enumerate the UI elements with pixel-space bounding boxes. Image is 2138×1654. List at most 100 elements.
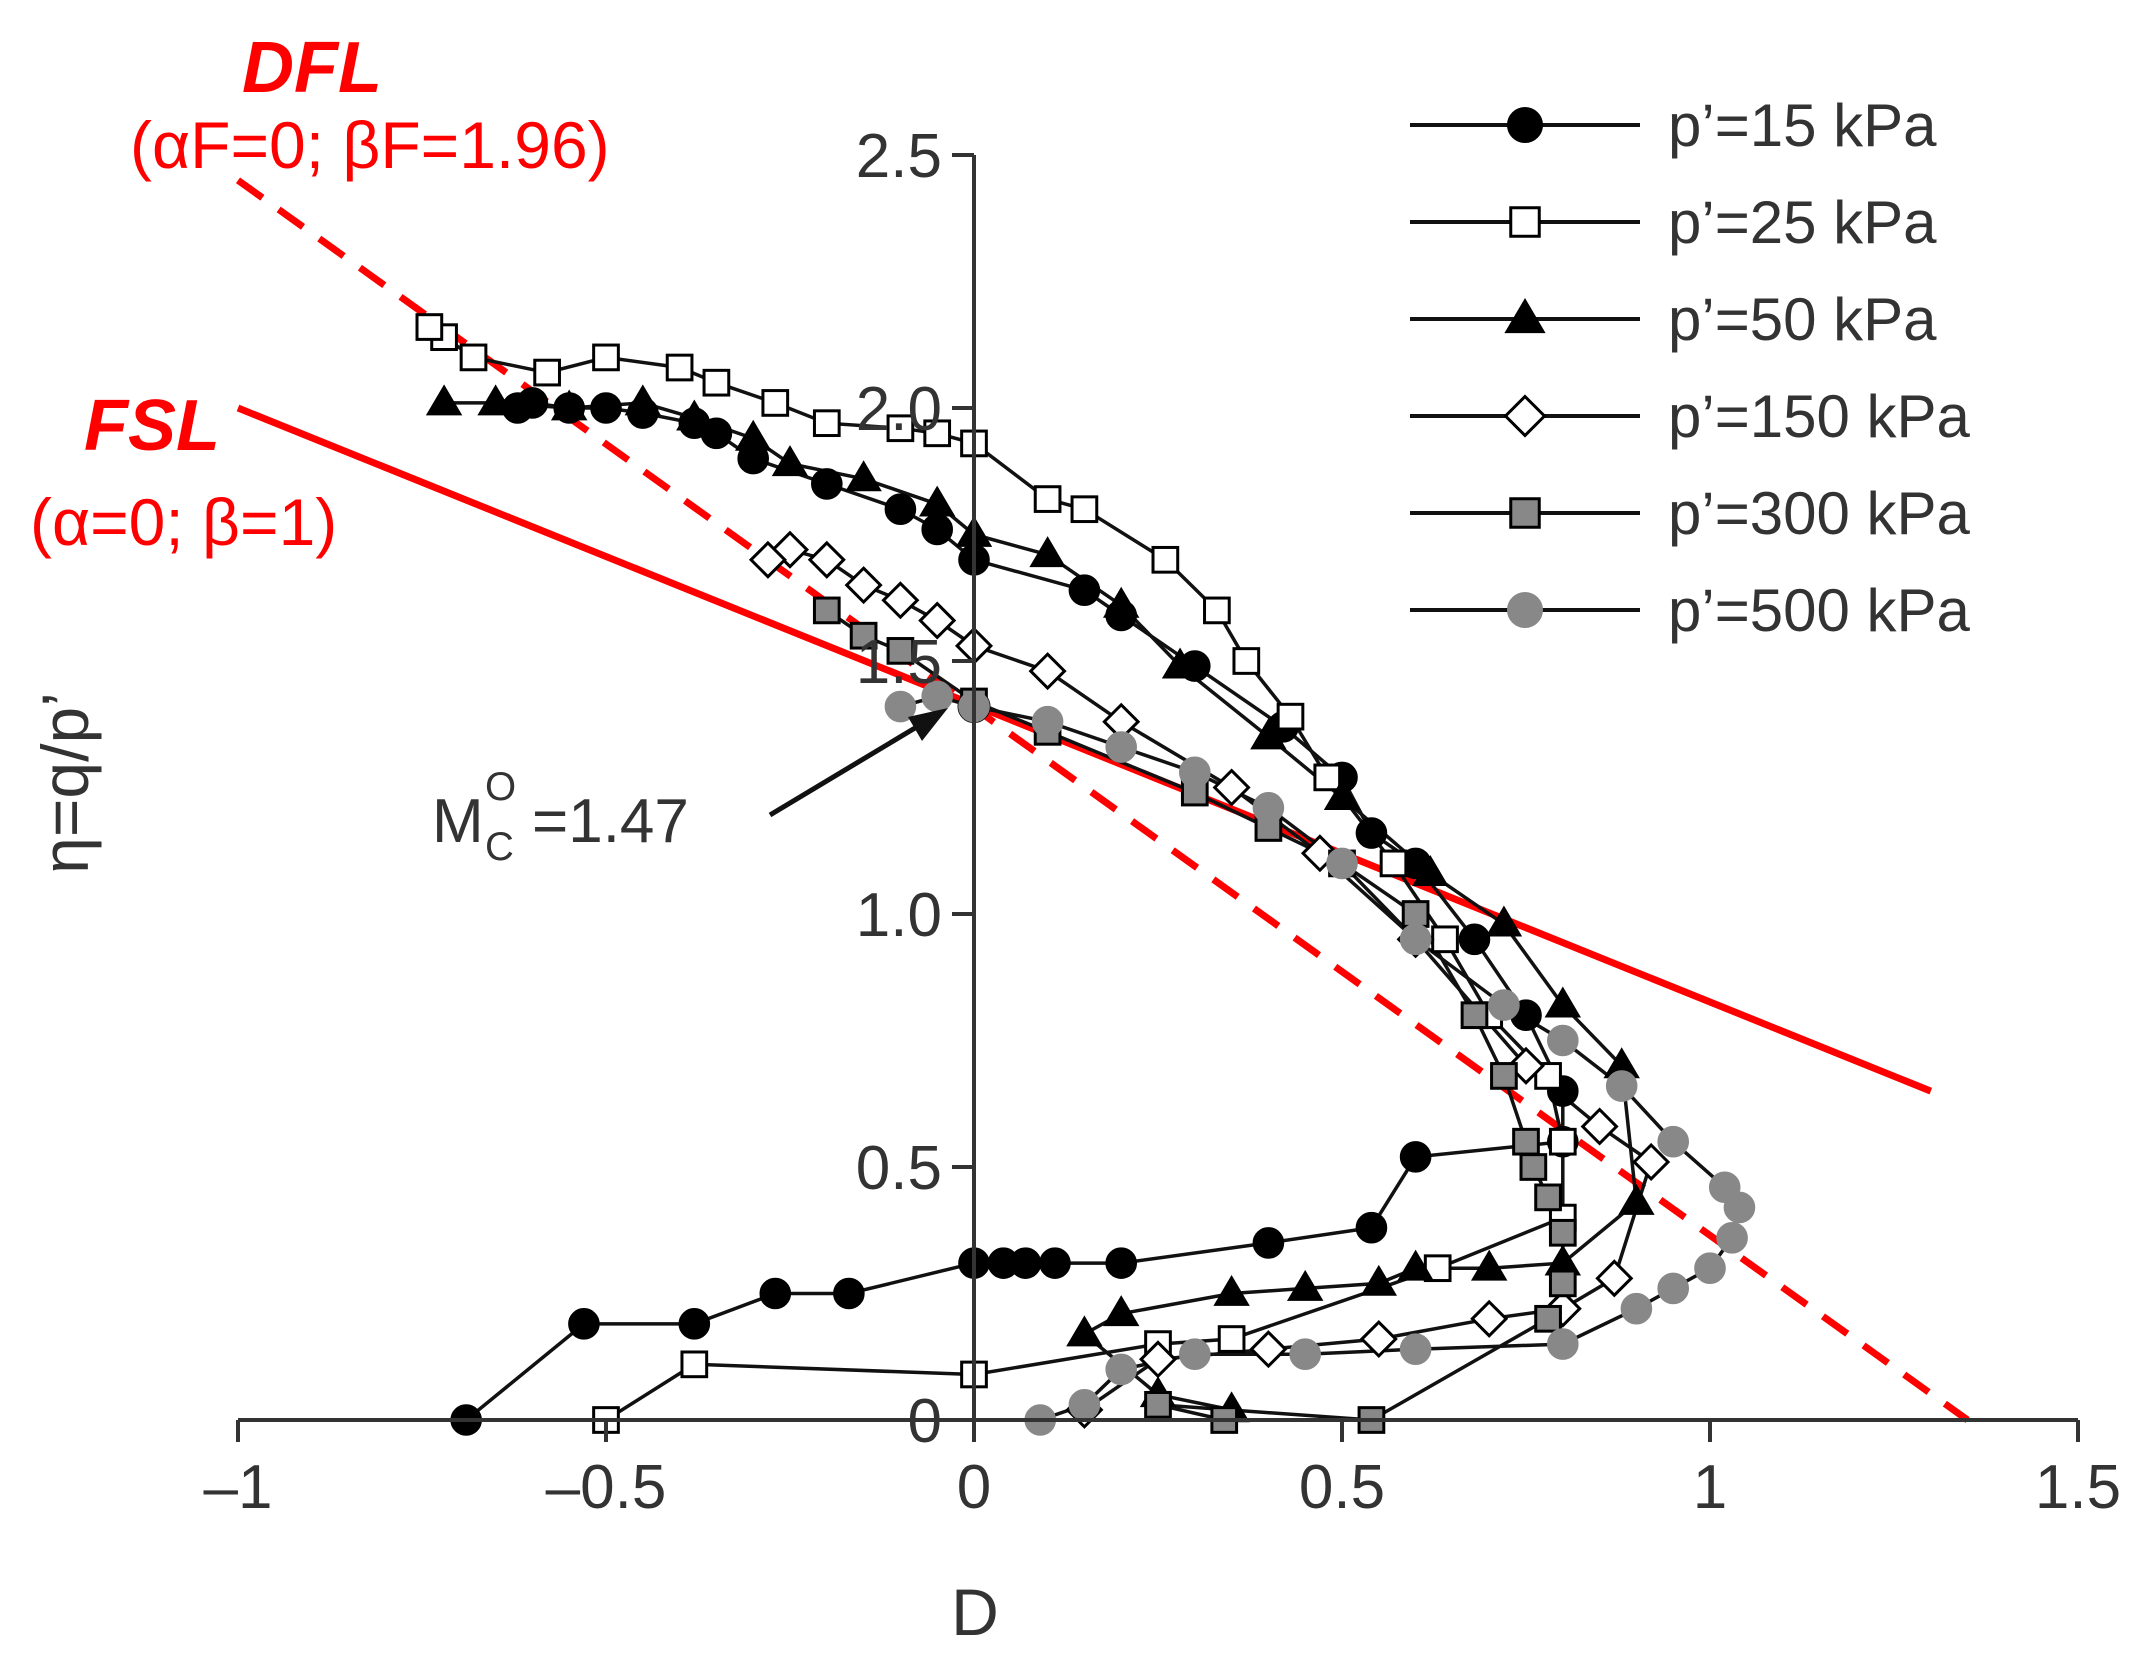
- data-point: [1547, 1024, 1579, 1057]
- x-axis-title: D: [951, 1575, 999, 1649]
- data-point: [415, 313, 444, 341]
- data-point: [1694, 1252, 1726, 1284]
- data-point: [592, 343, 620, 372]
- data-point: [881, 581, 920, 620]
- data-point: [1399, 1141, 1432, 1173]
- y-tick-label: 0: [908, 1387, 942, 1456]
- data-point: [550, 389, 588, 421]
- data-point: [1326, 847, 1358, 880]
- legend-marker: [1507, 592, 1543, 628]
- data-point: [1620, 1292, 1653, 1325]
- data-point: [1460, 1001, 1489, 1030]
- data-point: [1618, 1183, 1655, 1215]
- data-point: [1179, 756, 1211, 789]
- data-point: [1203, 596, 1231, 625]
- data-point: [1488, 989, 1520, 1021]
- data-point: [734, 419, 772, 451]
- legend-marker: [1504, 298, 1546, 334]
- data-point: [1232, 647, 1261, 675]
- data-point: [1355, 817, 1388, 849]
- data-point: [1144, 1390, 1172, 1419]
- legend-item: p’=300 kPa: [1410, 480, 1971, 547]
- x-tick-label: –0.5: [546, 1453, 667, 1522]
- legend-marker: [1509, 206, 1541, 238]
- data-point: [459, 343, 488, 372]
- data-point: [1519, 1153, 1548, 1181]
- data-point: [680, 1350, 709, 1379]
- data-point: [884, 493, 917, 526]
- mc-subscript: C: [485, 825, 514, 869]
- data-point: [1033, 485, 1062, 513]
- data-point: [1490, 1062, 1518, 1090]
- mc-label: M: [432, 787, 484, 856]
- data-point: [1412, 854, 1449, 886]
- legend-item: p’=25 kPa: [1410, 189, 1937, 256]
- legend-marker: [1507, 107, 1543, 143]
- x-tick-label: 1.5: [2035, 1453, 2121, 1522]
- data-point: [1632, 1142, 1671, 1181]
- data-point: [845, 460, 882, 492]
- data-point: [1031, 705, 1064, 738]
- data-point: [1534, 1304, 1562, 1333]
- series-line-4: [767, 547, 1654, 1412]
- data-point: [1708, 1171, 1741, 1204]
- y-tick-label: 1.5: [856, 628, 942, 697]
- data-point: [624, 384, 662, 416]
- data-point: [1212, 768, 1251, 807]
- data-point: [568, 1308, 600, 1340]
- data-point: [1029, 536, 1066, 568]
- data-point: [833, 1277, 865, 1310]
- data-point: [811, 468, 843, 500]
- data-point: [1716, 1222, 1748, 1254]
- data-point: [1276, 702, 1305, 731]
- x-tick-label: 0: [957, 1453, 991, 1522]
- data-point: [1102, 586, 1140, 618]
- x-tick-label: –1: [204, 1453, 273, 1522]
- data-point: [1213, 1274, 1250, 1306]
- data-point: [1657, 1125, 1689, 1158]
- data-point: [1179, 1338, 1211, 1371]
- y-tick-label: 1.0: [856, 881, 942, 950]
- data-point: [1105, 1353, 1137, 1386]
- dfl-line: [235, 177, 1970, 1423]
- data-point: [844, 566, 883, 605]
- data-point: [590, 392, 622, 424]
- data-point: [1359, 1320, 1398, 1359]
- mc-superscript: O: [485, 765, 516, 809]
- data-point: [1548, 1218, 1577, 1247]
- legend-item: p’=150 kPa: [1410, 383, 1971, 450]
- data-point: [886, 637, 915, 665]
- line-annotations: DFL (αF=0; βF=1.96) FSL (α=0; β=1) M O C…: [30, 28, 948, 869]
- data-point: [1323, 779, 1361, 811]
- data-point: [812, 409, 841, 438]
- legend-item: p’=500 kPa: [1410, 577, 1971, 644]
- data-point: [1360, 1264, 1398, 1296]
- data-point: [849, 621, 878, 650]
- mc-arrow-shaft: [768, 722, 922, 818]
- data-point: [748, 540, 787, 579]
- data-point: [1313, 763, 1342, 792]
- data-point: [761, 389, 790, 417]
- data-point: [1470, 1249, 1508, 1281]
- data-point: [1102, 1295, 1140, 1327]
- data-point: [1355, 1211, 1388, 1244]
- data-point: [533, 358, 561, 387]
- y-tick-label: 0.5: [856, 1134, 942, 1203]
- data-point: [1657, 1272, 1689, 1305]
- legend-label: p’=300 kPa: [1668, 480, 1971, 547]
- data-point: [1431, 925, 1459, 954]
- legend-label: p’=50 kPa: [1668, 286, 1937, 353]
- data-point: [1485, 905, 1523, 937]
- data-point: [1544, 986, 1582, 1018]
- data-point: [676, 399, 713, 431]
- fsl-line: [236, 404, 1933, 1095]
- data-point: [665, 353, 694, 382]
- mc-annotation: M O C =1.47: [432, 708, 948, 869]
- data-point: [884, 690, 917, 723]
- fsl-label: FSL: [84, 386, 220, 466]
- data-point: [1458, 923, 1491, 956]
- data-point: [1379, 849, 1408, 878]
- data-point: [886, 414, 915, 443]
- data-point: [678, 1308, 711, 1340]
- data-point: [1252, 791, 1285, 824]
